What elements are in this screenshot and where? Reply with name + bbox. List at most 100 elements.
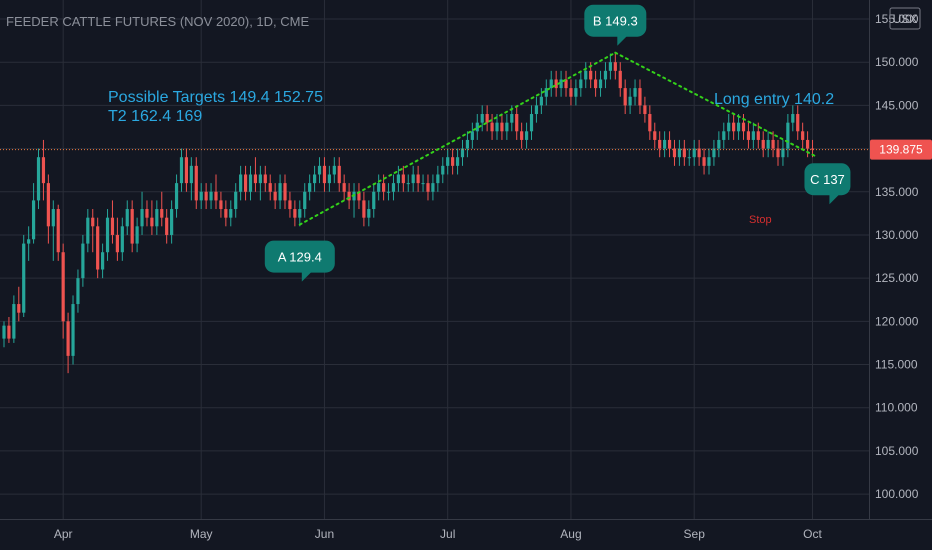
- candle: [145, 200, 149, 227]
- candle: [475, 114, 479, 140]
- candle-body: [377, 183, 381, 192]
- candle: [357, 183, 361, 210]
- candle-body: [608, 62, 612, 71]
- candle: [150, 200, 154, 235]
- candle: [386, 183, 391, 201]
- candle: [110, 200, 115, 244]
- abc-pattern-lines: [298, 51, 819, 226]
- candle-body: [465, 139, 470, 149]
- candle-body: [308, 183, 312, 192]
- candle: [46, 174, 50, 244]
- candle: [465, 131, 470, 158]
- candle: [426, 174, 430, 201]
- candle: [480, 105, 484, 132]
- candle: [579, 70, 583, 97]
- price-tick-label: 100.000: [875, 487, 919, 501]
- pattern-segment: [614, 51, 819, 159]
- candle: [401, 165, 405, 192]
- candle-body: [672, 148, 677, 158]
- candle: [569, 79, 573, 106]
- candle: [672, 139, 677, 166]
- candle-body: [130, 209, 134, 244]
- candle-body: [682, 148, 686, 158]
- candle: [446, 148, 450, 175]
- candle: [416, 165, 420, 192]
- time-tick-label: Aug: [560, 527, 581, 541]
- candle: [712, 139, 716, 166]
- candle-body: [500, 122, 504, 132]
- candle-body: [579, 79, 583, 89]
- candle: [460, 139, 465, 166]
- candle-body: [658, 139, 662, 149]
- candle-body: [559, 79, 563, 89]
- price-axis[interactable]: 100.000 105.000 110.000 115.000 120.000 125.0…: [875, 0, 919, 501]
- candle: [332, 157, 336, 184]
- candle: [204, 183, 208, 210]
- candle: [12, 295, 16, 343]
- candle-body: [717, 139, 721, 149]
- candle-body: [46, 183, 50, 227]
- candle-body: [594, 79, 598, 89]
- candle-body: [687, 157, 691, 159]
- candle: [243, 165, 248, 201]
- time-axis[interactable]: Apr May Jun Jul Aug Sep Oct: [54, 527, 823, 541]
- callout-label: A 129.4: [278, 250, 322, 265]
- price-tick-label: 115.000: [875, 358, 918, 372]
- candle-body: [199, 191, 203, 201]
- candle-body: [441, 165, 445, 175]
- candle-body: [165, 217, 169, 235]
- candle: [692, 139, 696, 166]
- candle: [51, 200, 55, 261]
- candle: [623, 79, 627, 115]
- candle: [81, 234, 85, 287]
- candle-body: [736, 122, 741, 132]
- candle: [165, 209, 169, 244]
- candle: [7, 317, 11, 343]
- chart-title: FEEDER CATTLE FUTURES (NOV 2020), 1D, CM…: [6, 14, 309, 29]
- candle-body: [322, 165, 327, 184]
- candle-body: [41, 157, 46, 184]
- candle: [431, 174, 435, 201]
- time-tick-label: May: [190, 527, 213, 541]
- candle: [372, 183, 376, 218]
- candle-body: [416, 174, 420, 184]
- candle: [559, 70, 563, 97]
- currency-button[interactable]: USX: [889, 7, 921, 30]
- candle-body: [76, 278, 80, 305]
- candle-body: [510, 114, 514, 123]
- candle: [115, 217, 119, 261]
- candle-body: [544, 88, 548, 97]
- candle: [628, 88, 632, 115]
- candle: [796, 105, 800, 140]
- candle: [61, 243, 65, 339]
- candle: [613, 53, 617, 80]
- last-price-value: 139.875: [879, 143, 923, 157]
- candle: [160, 191, 164, 227]
- candle: [411, 165, 415, 192]
- candle: [27, 226, 31, 261]
- candle-body: [234, 191, 238, 210]
- candle: [697, 139, 701, 166]
- candle-body: [495, 122, 499, 132]
- candle-body: [317, 165, 322, 175]
- candle-body: [253, 174, 258, 184]
- candle: [105, 209, 110, 261]
- candle-body: [426, 183, 430, 192]
- candle-body: [27, 239, 31, 244]
- candle: [391, 174, 396, 201]
- candle: [653, 122, 657, 149]
- candle-body: [475, 122, 479, 132]
- candle: [17, 286, 21, 322]
- candle: [732, 114, 736, 140]
- price-tick-label: 155.000: [875, 12, 919, 26]
- price-tick-label: 120.000: [875, 314, 919, 328]
- candle-body: [243, 174, 248, 192]
- candle-body: [155, 209, 159, 227]
- candle: [2, 321, 6, 348]
- candle-body: [569, 88, 573, 97]
- candle-body: [115, 234, 119, 253]
- candle-body: [805, 139, 810, 149]
- candle: [293, 200, 297, 227]
- candle-body: [382, 183, 386, 192]
